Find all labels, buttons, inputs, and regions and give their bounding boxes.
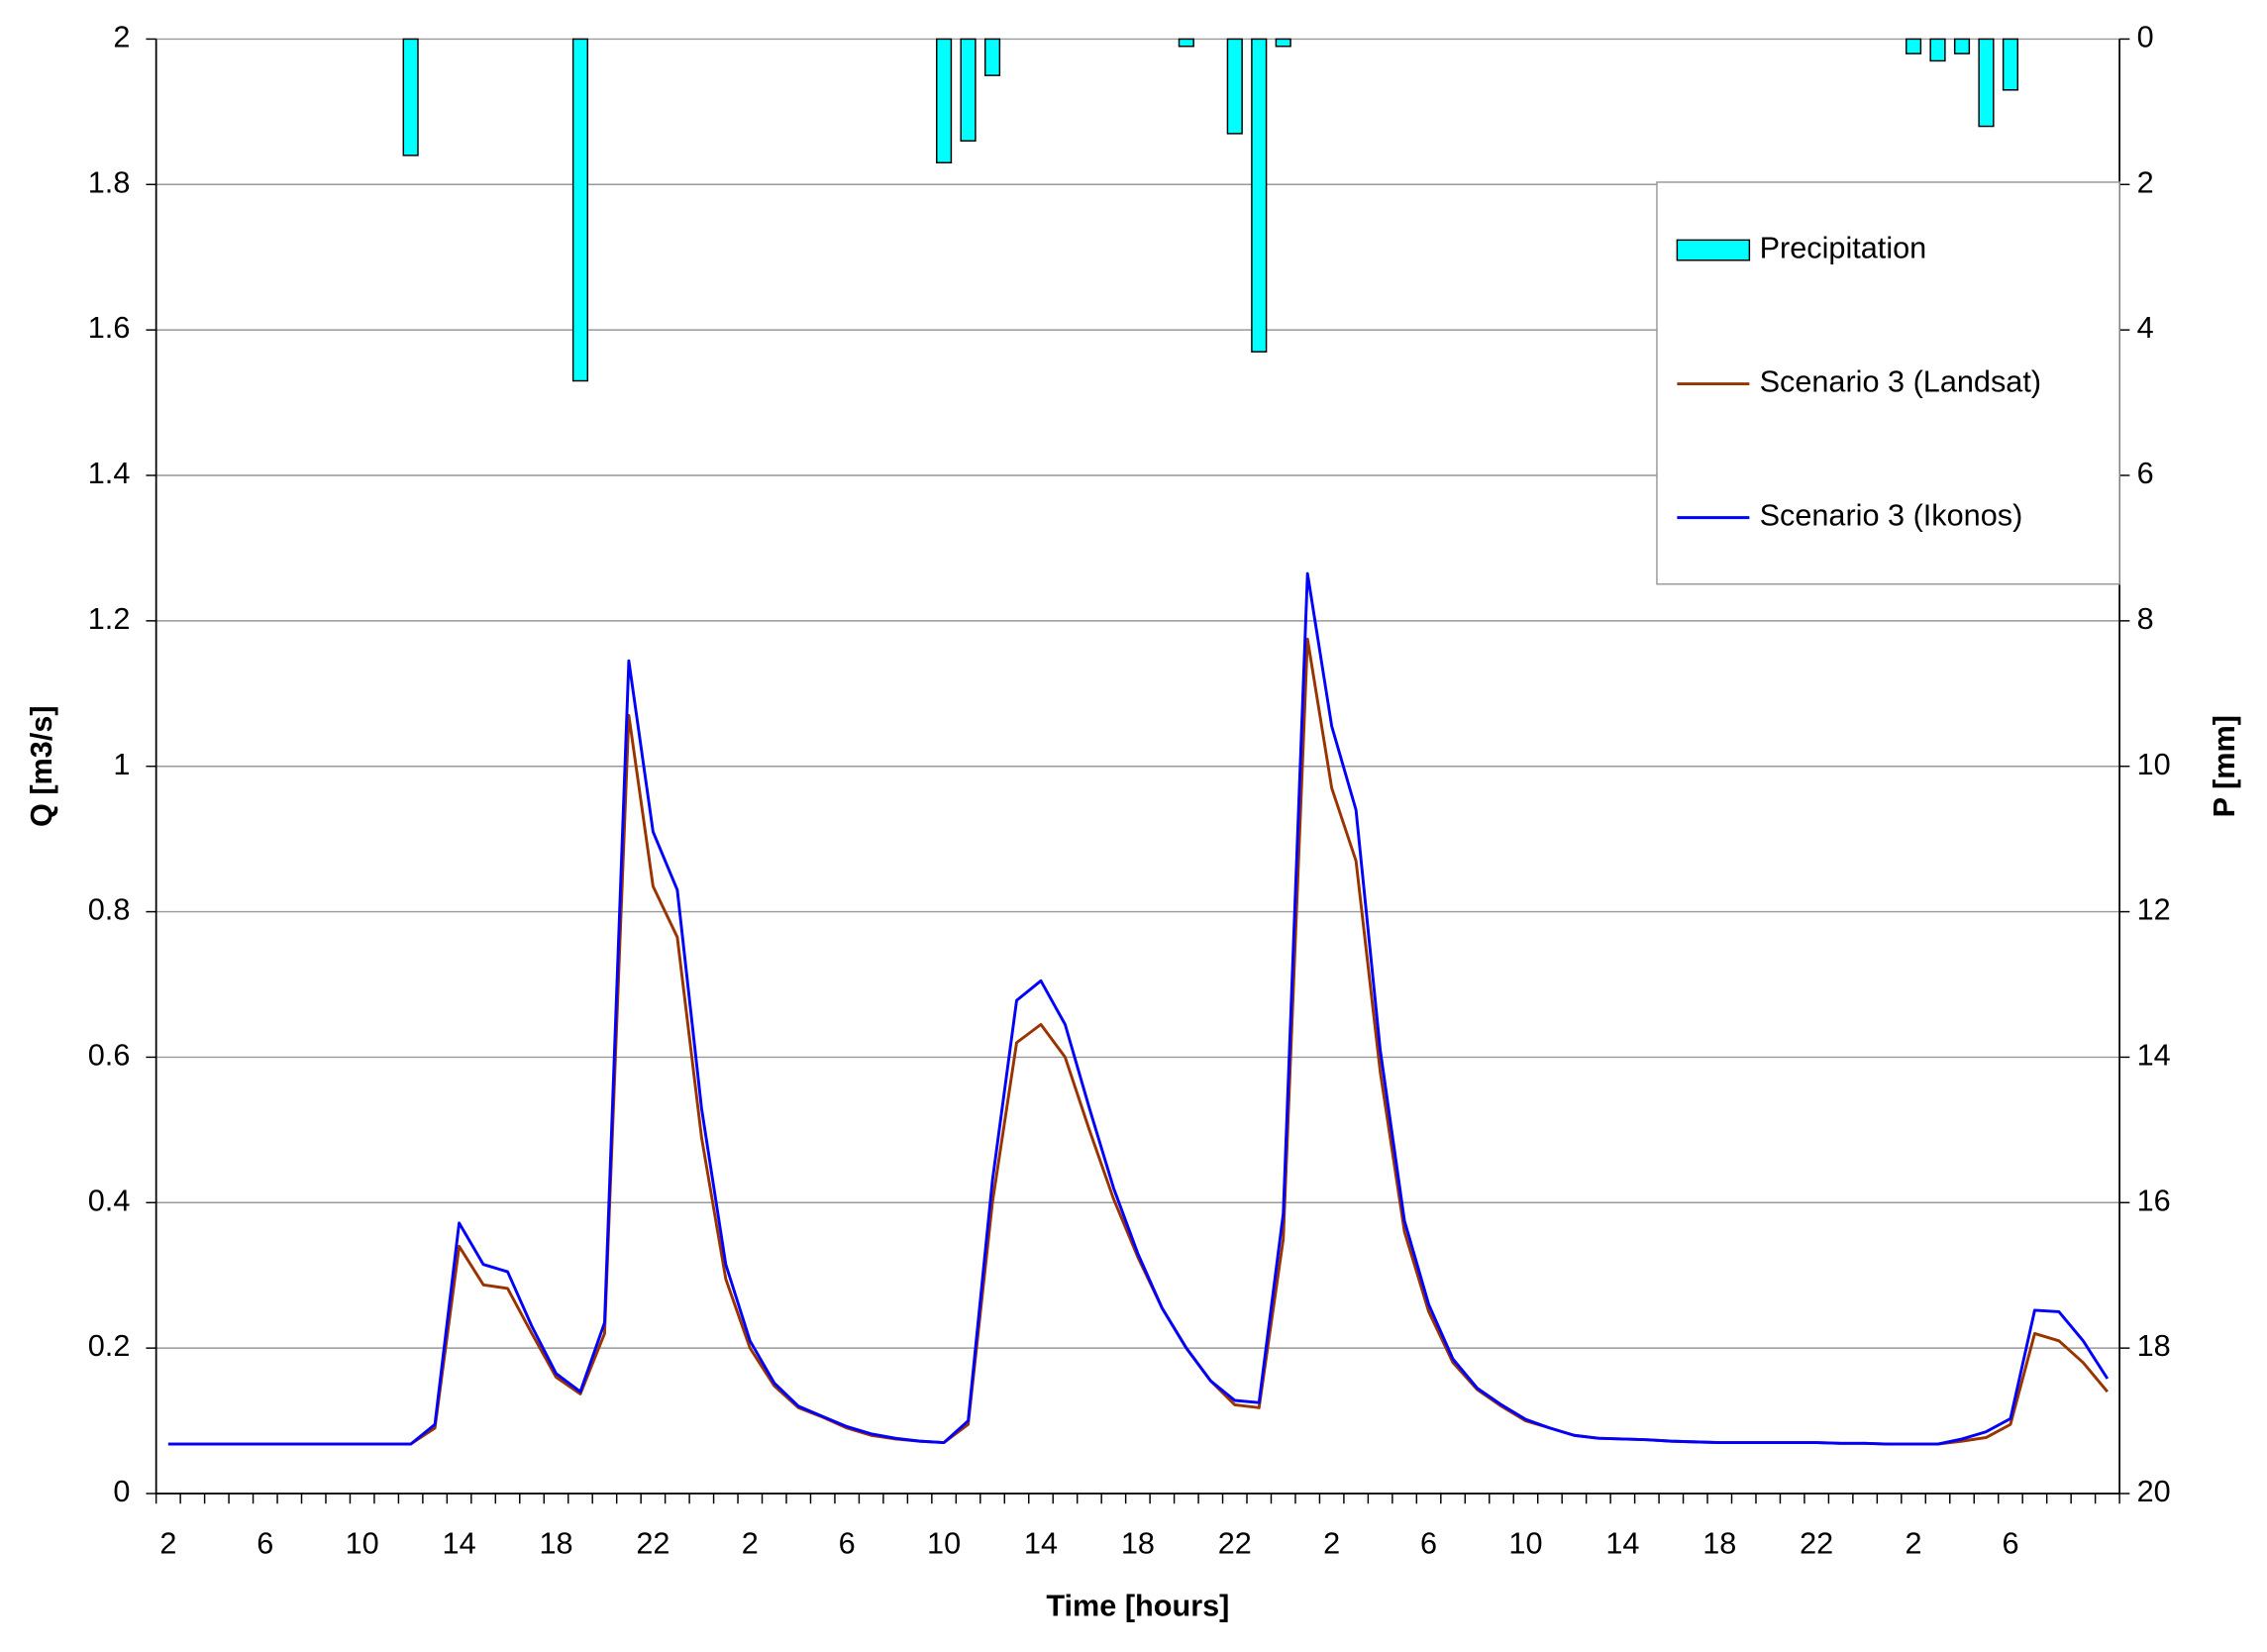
y2-tick-label: 10 <box>2137 748 2171 781</box>
x-tick-label: 14 <box>443 1527 476 1561</box>
y2-tick-label: 20 <box>2137 1475 2171 1508</box>
y2-tick-label: 14 <box>2137 1039 2171 1073</box>
y2-tick-label: 6 <box>2137 457 2154 490</box>
y2-tick-label: 12 <box>2137 893 2171 927</box>
x-tick-label: 6 <box>257 1527 273 1561</box>
x-tick-label: 18 <box>1702 1527 1736 1561</box>
y2-tick-label: 16 <box>2137 1184 2171 1217</box>
y-tick-label: 1.6 <box>88 311 131 345</box>
x-tick-label: 18 <box>1121 1527 1155 1561</box>
y2-tick-label: 4 <box>2137 311 2154 345</box>
bar <box>2002 38 2019 91</box>
x-tick-label: 2 <box>1323 1527 1340 1561</box>
x-tick-label: 2 <box>159 1527 176 1561</box>
x-tick-label: 6 <box>1420 1527 1437 1561</box>
bar <box>1178 38 1194 48</box>
x-tick-label: 6 <box>2002 1527 2018 1561</box>
line <box>167 571 2110 1446</box>
bar <box>1226 38 1243 135</box>
x-tick-label: 10 <box>1508 1527 1542 1561</box>
x-tick-label: 10 <box>346 1527 379 1561</box>
y-tick-label: 1.8 <box>88 165 131 199</box>
legend-label: Precipitation <box>1760 232 1927 265</box>
x-tick-label: 6 <box>839 1527 856 1561</box>
x-tick-label: 10 <box>927 1527 961 1561</box>
x-tick-label: 22 <box>636 1527 670 1561</box>
x-tick-label: 14 <box>1024 1527 1058 1561</box>
bar <box>1929 38 1946 62</box>
bar <box>1953 38 1971 54</box>
x-tick-label: 18 <box>539 1527 572 1561</box>
bar <box>983 38 1001 76</box>
y2-axis-title: P [mm] <box>2208 715 2241 817</box>
bar <box>1978 38 1995 128</box>
y2-tick-label: 2 <box>2137 165 2154 199</box>
y-tick-label: 2 <box>113 21 130 54</box>
bar <box>936 38 953 163</box>
x-tick-label: 14 <box>1605 1527 1639 1561</box>
legend-swatch <box>1676 239 1751 261</box>
legend-label: Scenario 3 (Landsat) <box>1760 365 2041 399</box>
y-tick-label: 0 <box>113 1475 130 1508</box>
y-tick-label: 1 <box>113 748 130 781</box>
y-axis-title: Q [m3/s] <box>25 705 58 827</box>
y2-tick-label: 18 <box>2137 1329 2171 1363</box>
y-tick-label: 0.4 <box>88 1184 131 1217</box>
bar <box>571 38 589 382</box>
bar <box>402 38 419 156</box>
x-tick-label: 2 <box>742 1527 759 1561</box>
y2-tick-label: 0 <box>2137 21 2154 54</box>
x-tick-label: 22 <box>1800 1527 1833 1561</box>
bar <box>1905 38 1922 54</box>
x-tick-label: 22 <box>1218 1527 1252 1561</box>
bar <box>1251 38 1268 353</box>
line <box>167 637 2109 1446</box>
bar <box>1275 38 1291 48</box>
y2-tick-label: 8 <box>2137 602 2154 636</box>
y-tick-label: 1.4 <box>88 457 131 490</box>
x-tick-label: 2 <box>1906 1527 1922 1561</box>
y-tick-label: 1.2 <box>88 602 131 636</box>
bar <box>960 38 977 142</box>
x-axis-title: Time [hours] <box>1046 1589 1229 1622</box>
y-tick-label: 0.2 <box>88 1329 131 1363</box>
y-tick-label: 0.6 <box>88 1039 131 1073</box>
y-tick-label: 0.8 <box>88 893 131 927</box>
legend-label: Scenario 3 (Ikonos) <box>1760 499 2023 533</box>
